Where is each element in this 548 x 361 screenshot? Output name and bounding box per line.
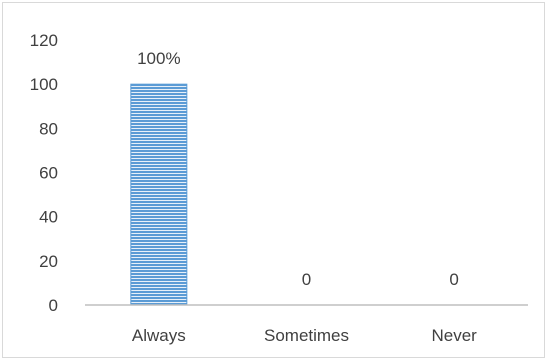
y-tick-label: 20 [39, 252, 58, 271]
bars [130, 83, 188, 306]
y-tick-label: 60 [39, 164, 58, 183]
x-tick-label: Always [132, 326, 186, 345]
x-axis-ticks: Always Sometimes Never [132, 326, 477, 345]
chart-frame [2, 2, 545, 358]
y-tick-label: 0 [49, 296, 58, 315]
y-tick-label: 100 [30, 75, 58, 94]
data-labels: 100% 0 0 [137, 49, 459, 289]
x-tick-label: Never [431, 326, 477, 345]
data-label-never: 0 [449, 270, 458, 289]
y-tick-label: 120 [30, 31, 58, 50]
y-tick-label: 40 [39, 208, 58, 227]
y-tick-label: 80 [39, 119, 58, 138]
y-axis-ticks: 0 20 40 60 80 100 120 [30, 31, 58, 315]
x-tick-label: Sometimes [264, 326, 349, 345]
data-label-always: 100% [137, 49, 180, 68]
bar-always [130, 83, 188, 306]
data-label-sometimes: 0 [302, 270, 311, 289]
